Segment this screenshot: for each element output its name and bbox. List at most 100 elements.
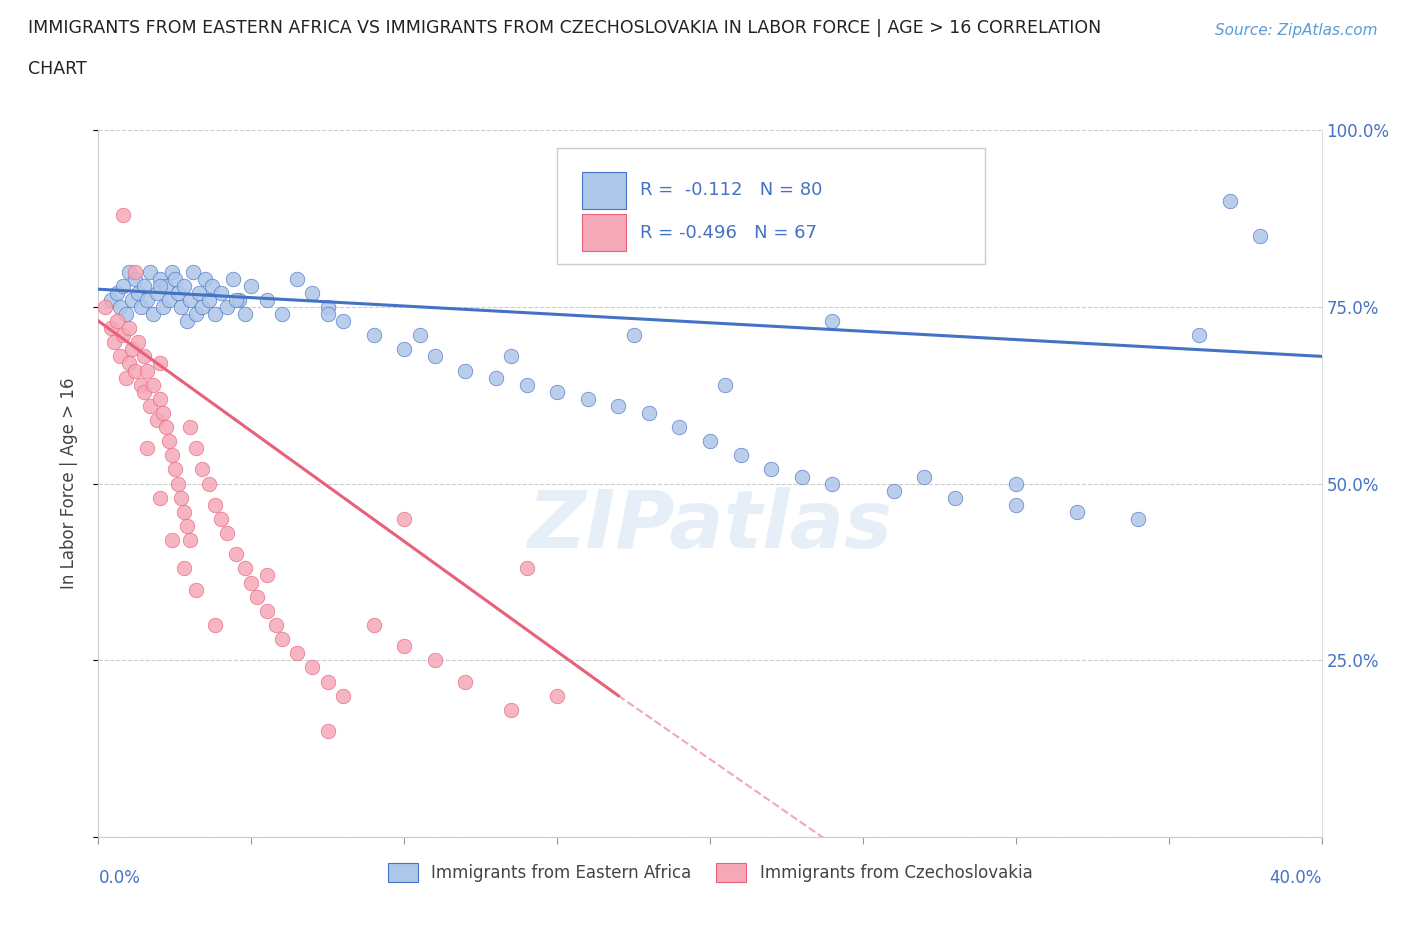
Point — [392, 639, 416, 654]
Point — [93, 299, 115, 314]
Point — [363, 327, 385, 342]
Point — [139, 398, 162, 413]
Point — [454, 674, 477, 689]
Point — [270, 307, 294, 322]
Point — [270, 631, 294, 646]
Point — [191, 299, 214, 314]
Point — [108, 299, 131, 314]
Point — [623, 327, 645, 342]
Legend: Immigrants from Eastern Africa, Immigrants from Czechoslovakia: Immigrants from Eastern Africa, Immigran… — [381, 857, 1039, 889]
Point — [134, 384, 156, 399]
Point — [1066, 504, 1088, 519]
Point — [170, 490, 193, 505]
Point — [149, 278, 172, 293]
Point — [127, 335, 149, 350]
Point — [225, 547, 247, 562]
Point — [821, 476, 844, 491]
Point — [638, 405, 661, 420]
Point — [209, 512, 232, 526]
FancyBboxPatch shape — [557, 148, 986, 264]
Point — [173, 278, 195, 293]
Point — [607, 398, 630, 413]
Point — [204, 618, 226, 632]
Point — [127, 286, 149, 300]
Point — [699, 433, 721, 448]
Point — [121, 342, 143, 357]
Point — [240, 575, 263, 590]
Point — [408, 327, 430, 342]
Point — [761, 462, 783, 477]
Point — [157, 292, 180, 307]
Point — [136, 363, 159, 378]
Point — [186, 307, 208, 322]
Point — [392, 512, 416, 526]
Point — [115, 370, 138, 385]
Point — [228, 292, 250, 307]
Point — [186, 582, 208, 597]
Y-axis label: In Labor Force | Age > 16: In Labor Force | Age > 16 — [59, 378, 77, 590]
Point — [188, 286, 211, 300]
Point — [160, 264, 183, 279]
Bar — [582, 172, 626, 208]
Point — [301, 286, 323, 300]
Point — [176, 519, 198, 534]
Bar — [582, 214, 626, 251]
Point — [392, 342, 416, 357]
Point — [100, 321, 122, 336]
Point — [501, 349, 523, 364]
Point — [111, 327, 134, 342]
Point — [149, 490, 172, 505]
Point — [209, 286, 232, 300]
Point — [124, 272, 146, 286]
Point — [145, 286, 167, 300]
Point — [160, 448, 183, 463]
Point — [121, 292, 143, 307]
Point — [124, 264, 146, 279]
Point — [423, 349, 446, 364]
Text: Source: ZipAtlas.com: Source: ZipAtlas.com — [1215, 23, 1378, 38]
Point — [149, 356, 172, 371]
Point — [124, 363, 146, 378]
Point — [714, 378, 737, 392]
Point — [142, 307, 165, 322]
Point — [301, 660, 323, 675]
Point — [316, 674, 339, 689]
Point — [1250, 229, 1272, 244]
Point — [1004, 476, 1026, 491]
Point — [1219, 193, 1241, 208]
Point — [170, 299, 193, 314]
Point — [363, 618, 385, 632]
Point — [264, 618, 287, 632]
Point — [516, 561, 538, 576]
Point — [1188, 327, 1211, 342]
Point — [516, 378, 538, 392]
Point — [118, 264, 141, 279]
Point — [136, 441, 159, 456]
Point — [134, 278, 156, 293]
Point — [332, 688, 354, 703]
Point — [256, 292, 278, 307]
Point — [157, 433, 180, 448]
Point — [181, 264, 204, 279]
Point — [194, 272, 217, 286]
Point — [316, 307, 339, 322]
Point — [501, 702, 523, 717]
Point — [883, 484, 905, 498]
Point — [105, 286, 128, 300]
Point — [256, 568, 278, 583]
Point — [155, 278, 177, 293]
Point — [222, 272, 245, 286]
Point — [136, 292, 159, 307]
Point — [179, 419, 201, 434]
Point — [118, 356, 141, 371]
Point — [149, 392, 172, 406]
Point — [163, 462, 186, 477]
Point — [142, 378, 165, 392]
Text: CHART: CHART — [28, 60, 87, 78]
Point — [105, 313, 128, 328]
Point — [316, 724, 339, 738]
Point — [200, 278, 222, 293]
Point — [176, 313, 198, 328]
Point — [115, 307, 138, 322]
Point — [821, 313, 844, 328]
